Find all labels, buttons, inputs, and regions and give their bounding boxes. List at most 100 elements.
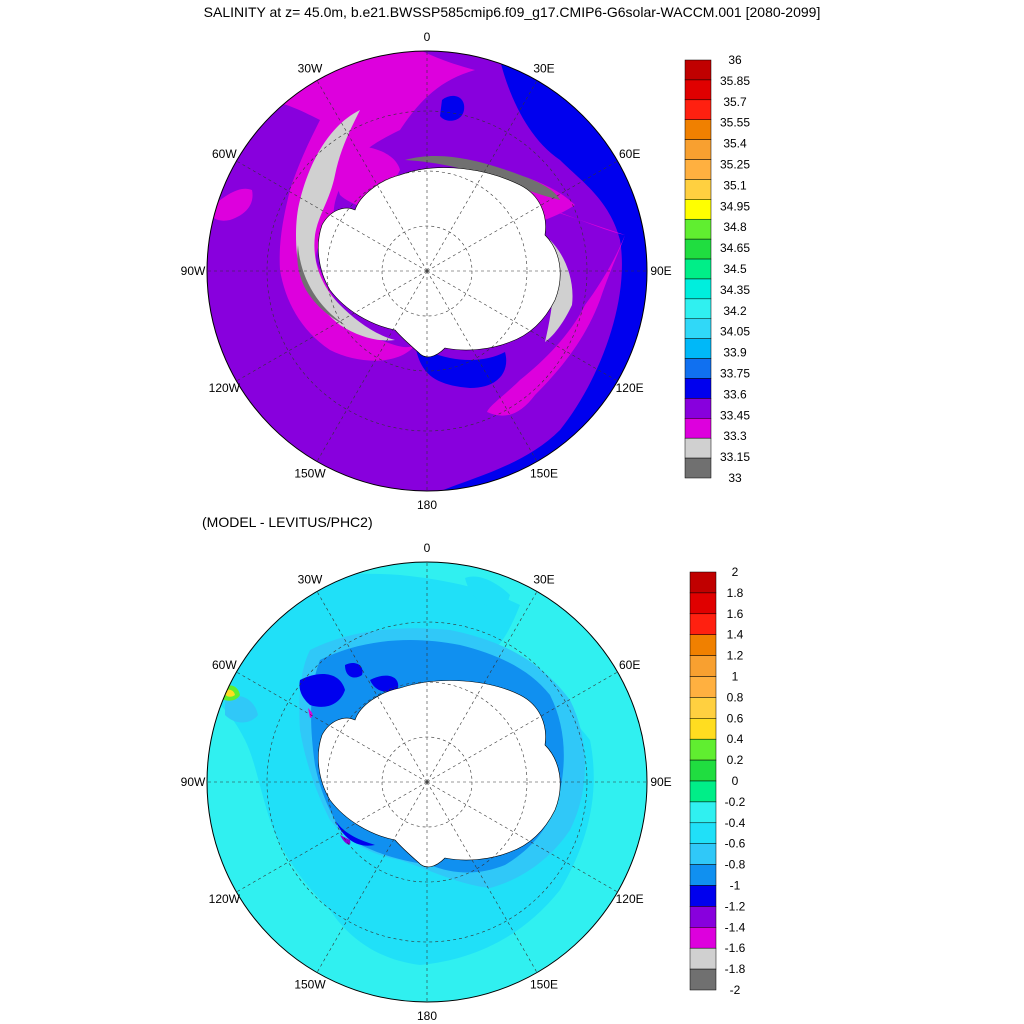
bottom-colorbar-swatch [689,676,717,698]
bottom-colorbar-swatch [689,968,717,991]
bottom-colorbar-label: -0.8 [725,858,746,872]
ocean-magenta-weddell-region [240,51,475,361]
ocean-darkblue-patch [299,674,345,707]
bottom-colorbar-swatch [689,843,717,865]
bottom-meridians [207,562,647,1002]
top-colorbar-label: 34.2 [723,304,747,318]
top-colorbar-label: 33.6 [723,387,747,401]
difference-subtitle: (MODEL - LEVITUS/PHC2) [202,514,373,530]
top-colorbar-label: 35.7 [723,95,747,109]
top-colorbar-swatch [684,298,712,320]
bottom-colorbar-label: 1.2 [727,649,744,663]
bottom-lon-label: 90E [650,775,671,789]
bottom-lon-label: 150W [294,978,326,992]
top-colorbar-label: 33.15 [720,450,750,464]
top-colorbar-label: 33.45 [720,408,750,422]
bottom-colorbar-swatch [689,738,717,761]
bottom-colorbar-label: 1 [732,670,739,684]
antarctica-continent-bottom [317,680,561,868]
bottom-colorbar-swatch [689,947,717,970]
bottom-lon-label: 150E [530,978,558,992]
dark-grey-coastal-band [405,155,560,200]
top-colorbar-label: 35.4 [723,137,747,151]
bottom-colorbar-swatch [689,801,717,824]
top-colorbar-label: 35.55 [720,116,750,130]
top-lon-label: 120E [616,381,644,395]
grey-coastal-band [296,110,395,341]
bottom-colorbar-swatch [689,927,717,949]
top-colorbar-label: 35.85 [720,74,750,88]
top-colorbar-swatch [684,99,712,120]
bottom-colorbar-label: -1.8 [725,962,746,976]
top-colorbar-swatch [684,418,712,439]
top-colorbar-label: 33.9 [723,346,747,360]
top-colorbar-label: 33 [728,471,742,485]
bottom-colorbar-swatch [689,697,717,719]
top-colorbar-label: 33.75 [720,367,750,381]
bottom-colorbar-label: -1 [730,879,741,893]
figure-title: SALINITY at z= 45.0m, b.e21.BWSSP585cmip… [203,4,821,20]
top-lon-label: 60E [619,147,640,161]
bottom-colorbar-label: -1.2 [725,899,746,913]
top-colorbar-swatch [684,79,712,101]
top-polar-map: 0 30E 60E 90E 120E 150E 180 150W 120W 90W 60W 30W [181,30,672,512]
bottom-map-border [206,561,648,1003]
top-lon-label: 120W [209,381,241,395]
bottom-lon-label: 60E [619,658,640,672]
bottom-colorbar-label: 1.6 [727,607,744,621]
bottom-lon-label: 90W [181,775,206,789]
top-colorbar: 36 35.85 35.7 35.55 35.4 35.25 35.1 34.95 34.8 34… [684,53,750,485]
bottom-colorbar-swatch [689,822,717,844]
bottom-lon-label: 30W [298,572,323,586]
top-longitude-labels: 0 30E 60E 90E 120E 150E 180 150W 120W 90W 60W 30W [181,30,672,512]
top-lon-label: 150E [530,467,558,481]
bottom-colorbar-swatch [689,613,717,635]
top-lon-label: 30W [298,61,323,75]
bottom-colorbar-swatch [689,718,717,740]
bottom-colorbar-label: 0 [732,774,739,788]
top-colorbar-label: 36 [728,53,742,67]
top-colorbar-swatch [684,139,712,160]
bottom-colorbar-label: -1.6 [725,941,746,955]
bottom-colorbar-label: 0.4 [727,732,744,746]
bottom-lon-label: 0 [424,541,431,555]
bottom-colorbar-label: 0.6 [727,711,744,725]
bottom-colorbar-label: 1.4 [727,628,744,642]
bottom-colorbar-label: 1.8 [727,586,744,600]
top-lon-label: 150W [294,467,326,481]
top-colorbar-swatch [684,238,712,260]
bottom-colorbar: 2 1.8 1.6 1.4 1.2 1 0.8 0.6 0.4 0.2 0 -0.2 -0.4 -0.6 -… [689,565,746,997]
top-lon-label: 60W [212,147,237,161]
top-colorbar-label: 33.3 [723,429,747,443]
blue-blob [440,95,465,121]
top-colorbar-label: 34.8 [723,220,747,234]
top-colorbar-label: 34.95 [720,199,750,213]
top-colorbar-label: 35.1 [723,178,747,192]
top-colorbar-swatch [684,179,712,200]
bottom-colorbar-swatch [689,634,717,656]
top-colorbar-label: 34.05 [720,325,750,339]
bottom-colorbar-swatch [689,780,717,803]
top-colorbar-swatch [684,318,712,339]
bottom-colorbar-label: -0.2 [725,795,746,809]
bottom-colorbar-label: -1.4 [725,920,746,934]
top-colorbar-label: 34.35 [720,283,750,297]
top-meridians [207,51,647,491]
bottom-lon-label: 30E [533,572,554,586]
bottom-colorbar-label: 2 [732,565,739,579]
top-colorbar-swatch [684,358,712,379]
top-colorbar-label: 35.25 [720,158,750,172]
top-colorbar-swatch [684,218,712,240]
top-lon-label: 0 [424,30,431,44]
bottom-colorbar-swatch [689,592,717,615]
bottom-colorbar-label: 0.8 [727,690,744,704]
bottom-colorbar-swatch [689,759,717,782]
top-colorbar-swatch [684,59,712,81]
ocean-blue-east-region [420,60,647,491]
bottom-lon-label: 120W [209,892,241,906]
bottom-colorbar-swatch [689,571,717,594]
top-colorbar-swatch [684,199,712,220]
bottom-lon-label: 120E [616,892,644,906]
